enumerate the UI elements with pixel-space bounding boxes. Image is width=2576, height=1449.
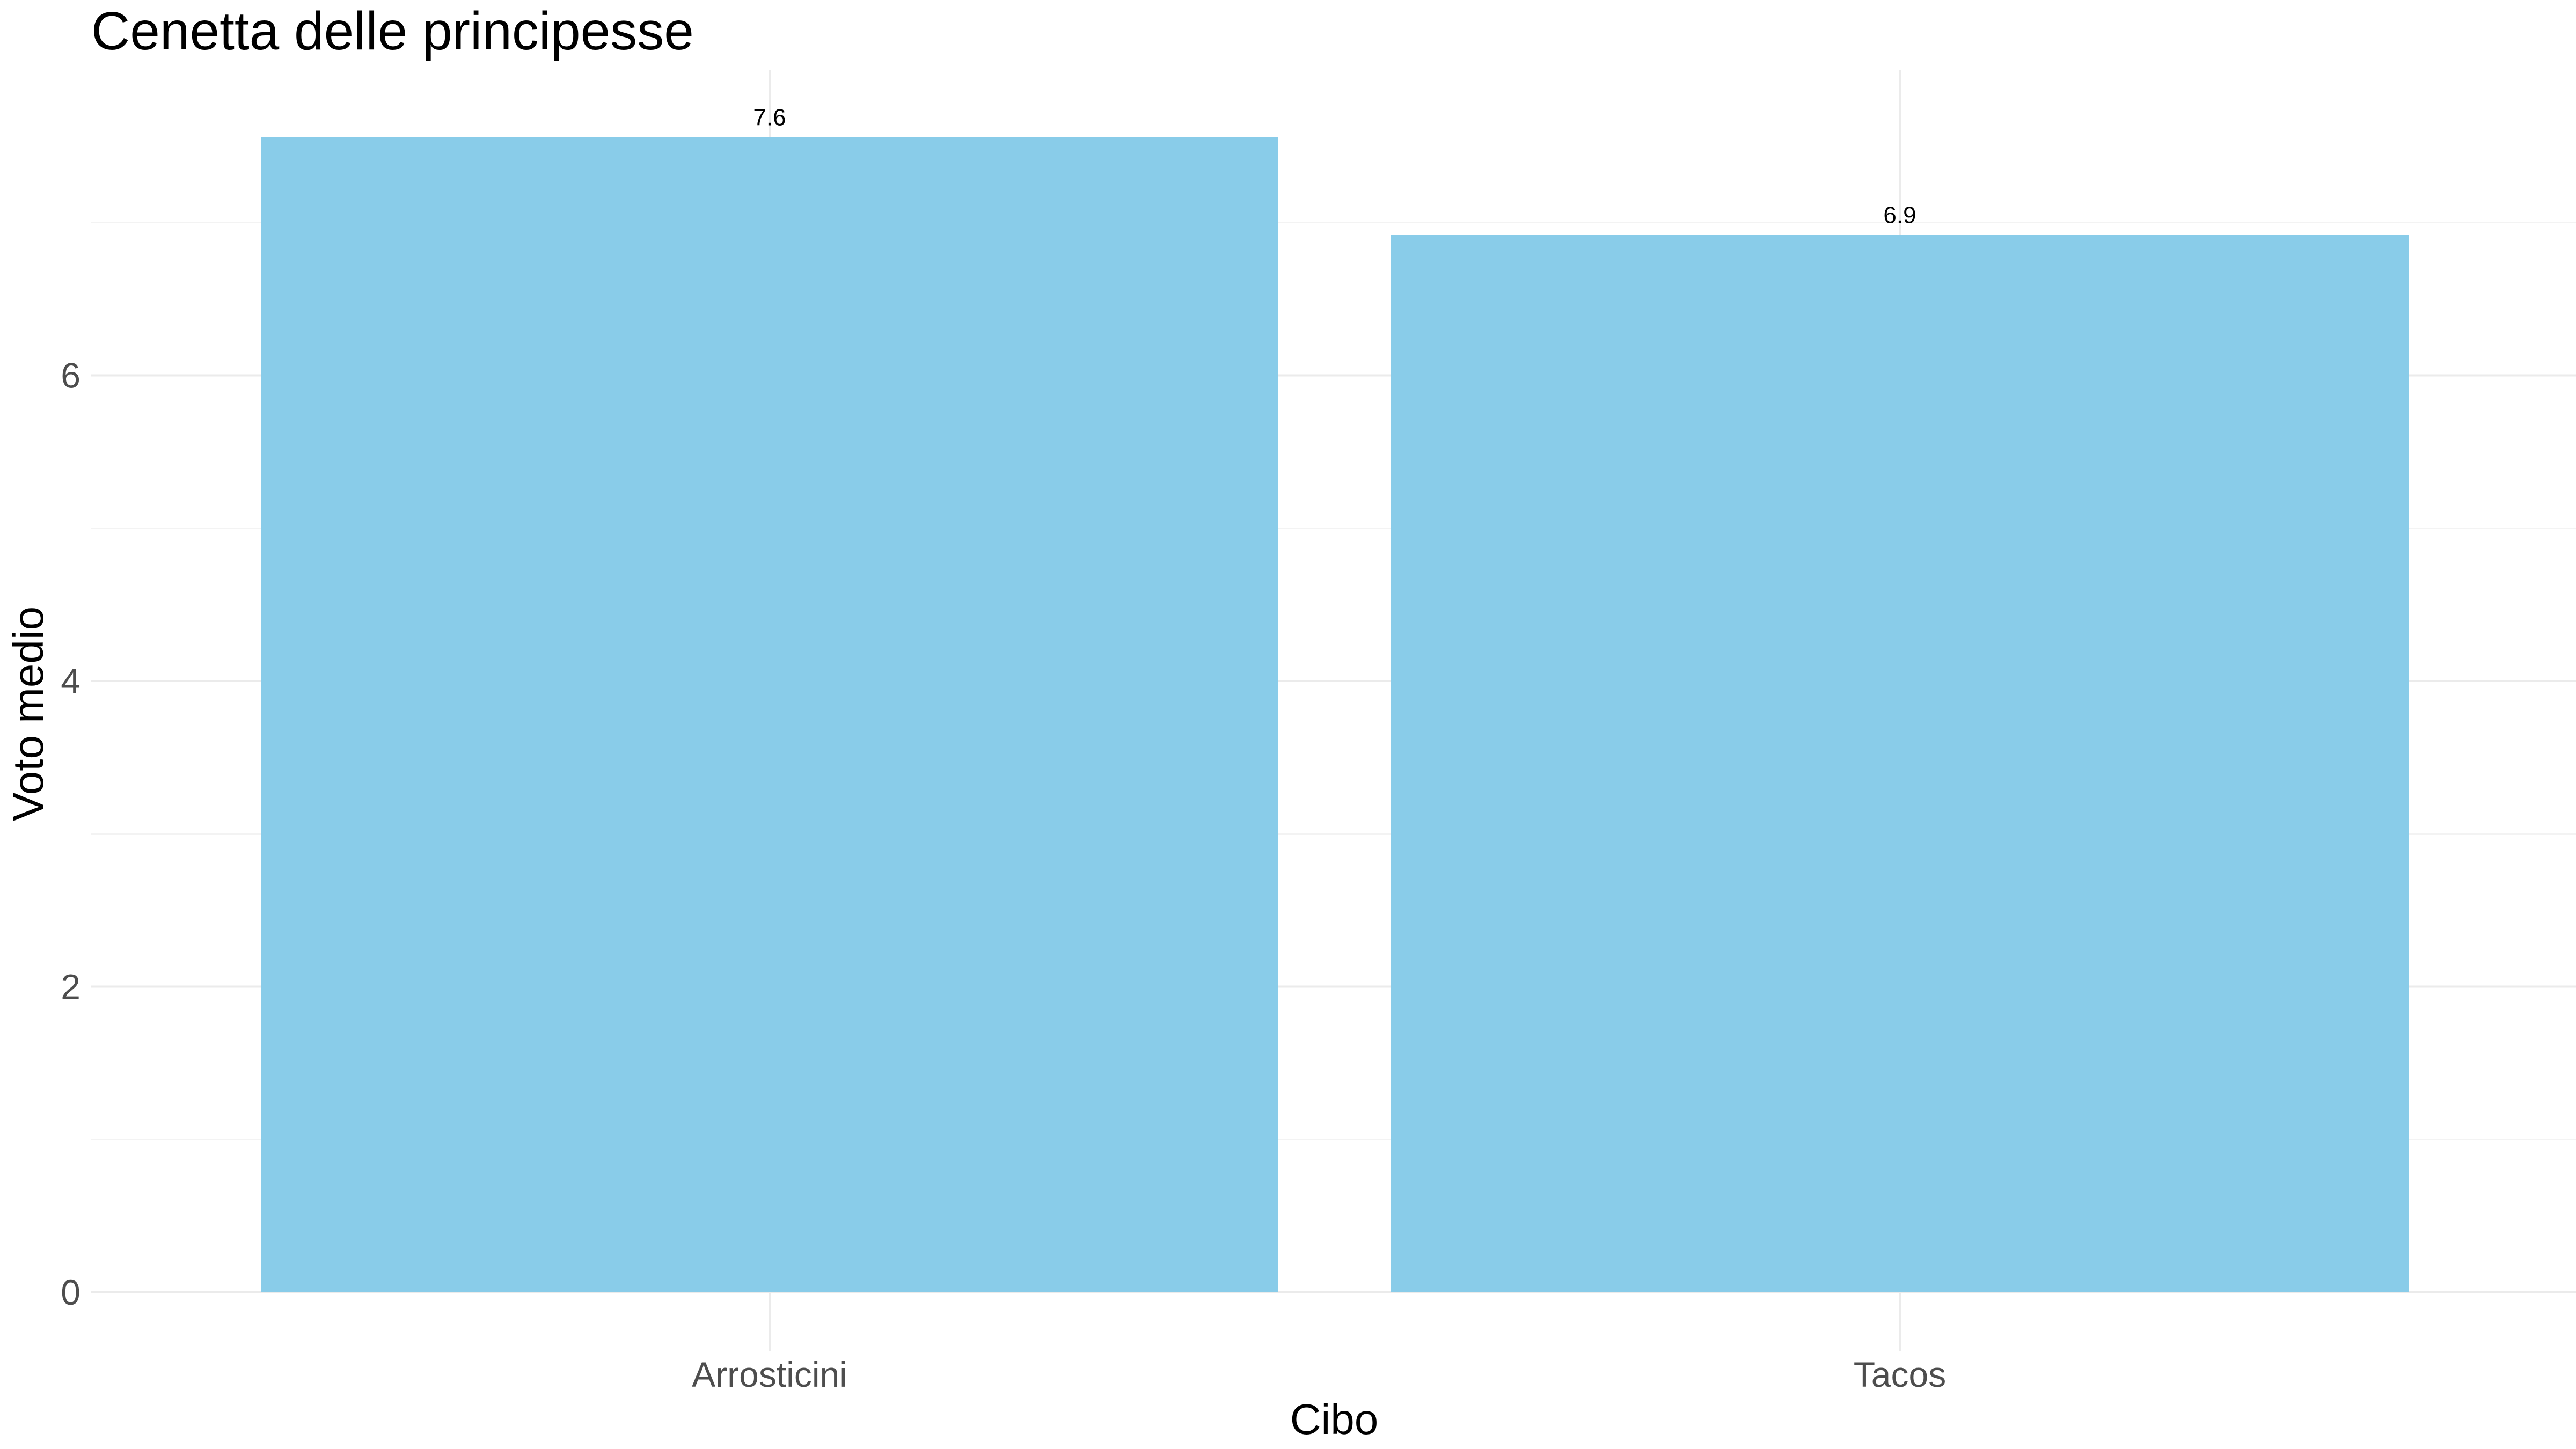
bar-data-label: 7.6 [753, 104, 786, 130]
bar [1391, 235, 2409, 1292]
y-tick-label: 4 [61, 661, 80, 701]
x-axis-ticks: Arrosticini Tacos [692, 1355, 1946, 1394]
y-tick-label: 0 [61, 1272, 80, 1312]
y-axis-title: Voto medio [4, 606, 52, 821]
x-tick-label: Arrosticini [692, 1355, 847, 1394]
y-tick-label: 2 [61, 967, 80, 1007]
x-axis-title: Cibo [1290, 1395, 1379, 1443]
chart-title: Cenetta delle principesse [91, 1, 694, 61]
data-labels: 7.6 6.9 [753, 104, 1916, 228]
x-tick-label: Tacos [1854, 1355, 1946, 1394]
y-axis-ticks: 0 2 4 6 [61, 356, 80, 1313]
bar [261, 137, 1278, 1292]
bar-data-label: 6.9 [1883, 202, 1916, 229]
y-tick-label: 6 [61, 356, 80, 396]
bars [261, 137, 2409, 1292]
